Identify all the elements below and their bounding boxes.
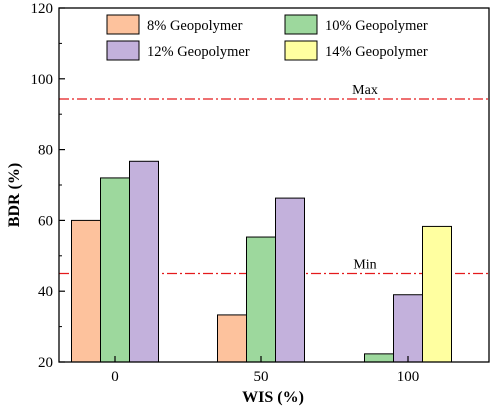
bar-0-series-3 xyxy=(129,160,159,363)
bar-50-series-2 xyxy=(246,236,276,363)
x-tick-label-0: 0 xyxy=(111,369,119,385)
bars xyxy=(71,160,452,363)
legend-label-4: 14% Geopolymer xyxy=(325,44,428,60)
bar-100-series-3 xyxy=(393,294,423,363)
bar-100-series-2 xyxy=(364,353,394,363)
bar-50-series-3 xyxy=(275,197,305,363)
y-tick-label-40: 40 xyxy=(38,284,53,300)
reference-label-max: Max xyxy=(352,83,378,98)
legend-label-3: 12% Geopolymer xyxy=(147,44,250,60)
legend-swatch-2 xyxy=(284,14,318,35)
bar-0-series-1 xyxy=(71,219,101,363)
legend-label-1: 8% Geopolymer xyxy=(147,18,243,34)
legend-swatch-1 xyxy=(106,14,140,35)
y-tick-label-80: 80 xyxy=(38,143,53,159)
y-tick-label-100: 100 xyxy=(31,72,54,88)
bar-100-series-4 xyxy=(422,225,452,363)
reference-label-min: Min xyxy=(353,258,376,273)
x-tick-label-50: 50 xyxy=(254,369,269,385)
y-tick-label-120: 120 xyxy=(31,1,54,17)
y-tick-label-20: 20 xyxy=(38,355,53,371)
bar-0-series-2 xyxy=(100,177,130,363)
reference-lines: Max Min xyxy=(59,83,489,275)
y-tick-label-60: 60 xyxy=(38,213,53,229)
axes: 20 40 60 80 100 120 0 50 100 xyxy=(31,1,490,385)
y-axis-title: BDR (%) xyxy=(6,163,23,227)
legend-label-2: 10% Geopolymer xyxy=(325,18,428,34)
bar-50-series-1 xyxy=(217,314,247,363)
legend-swatch-4 xyxy=(284,40,318,61)
legend-swatch-3 xyxy=(106,40,140,61)
x-tick-label-100: 100 xyxy=(397,369,420,385)
legend: 8% Geopolymer 10% Geopolymer 12% Geopolyme… xyxy=(106,14,428,61)
x-axis-title: WIS (%) xyxy=(242,389,304,406)
